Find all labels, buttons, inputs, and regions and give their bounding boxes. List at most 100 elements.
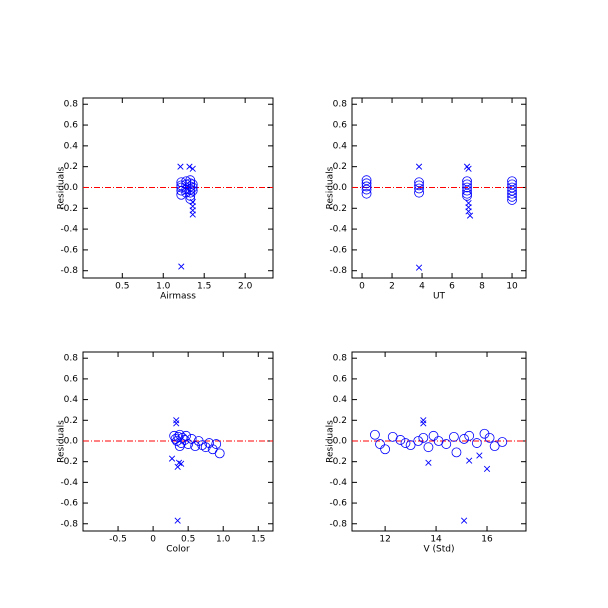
- point: [414, 187, 424, 198]
- point: [462, 182, 472, 193]
- point: [187, 182, 198, 193]
- plot-frame: [82, 351, 274, 532]
- y-tick-label: -0.2: [329, 457, 347, 467]
- point: [420, 420, 427, 427]
- y-tick-label: 0.4: [64, 395, 79, 405]
- point: [465, 165, 472, 172]
- y-axis-label: Residuals: [57, 420, 67, 463]
- point: [187, 185, 198, 196]
- point: [414, 183, 424, 194]
- point: [174, 441, 185, 452]
- point: [497, 437, 508, 447]
- point: [413, 436, 424, 446]
- x-tick-label: 1.0: [216, 535, 231, 545]
- point: [186, 163, 193, 170]
- x-axis-label: Color: [166, 545, 190, 555]
- y-tick-label: 0.8: [64, 100, 79, 110]
- point: [466, 212, 474, 219]
- y-tick-label: 0.8: [333, 100, 348, 110]
- point: [420, 417, 427, 424]
- point: [507, 188, 517, 199]
- point: [414, 180, 424, 191]
- x-axis-label: Airmass: [160, 292, 196, 302]
- point: [361, 184, 372, 195]
- x-tick-label: 6: [449, 282, 455, 292]
- point: [375, 439, 385, 449]
- y-tick-label: -0.8: [60, 266, 78, 276]
- y-tick-label: 0.2: [64, 162, 78, 172]
- point: [380, 444, 391, 455]
- point: [395, 435, 406, 445]
- point: [460, 517, 468, 524]
- point: [441, 439, 452, 449]
- x-axis-label: UT: [433, 292, 446, 302]
- point: [174, 429, 185, 440]
- point: [361, 188, 372, 199]
- x-tick-label: 2: [389, 282, 395, 292]
- y-tick-label: -0.4: [60, 225, 78, 235]
- y-tick-label: 0.0: [64, 436, 79, 446]
- point: [415, 264, 423, 271]
- y-axis-label: Residuals: [326, 420, 336, 463]
- x-tick-label: 16: [481, 535, 493, 545]
- point: [507, 191, 517, 202]
- point: [400, 438, 411, 448]
- point: [471, 438, 482, 448]
- point: [483, 465, 491, 473]
- point: [178, 460, 185, 467]
- point: [418, 432, 429, 443]
- point: [175, 459, 183, 466]
- y-tick-label: -0.4: [329, 225, 347, 235]
- point: [204, 438, 215, 448]
- point: [476, 452, 483, 459]
- y-tick-label: -0.2: [60, 457, 78, 467]
- y-tick-label: -0.6: [329, 245, 347, 255]
- y-tick-label: 0.8: [333, 354, 348, 364]
- x-tick-label: 0: [359, 282, 365, 292]
- plot-frame: [351, 97, 527, 279]
- y-tick-label: -0.8: [60, 519, 78, 529]
- point: [187, 179, 198, 190]
- x-tick-label: 0.5: [115, 282, 129, 292]
- x-tick-label: -0.5: [109, 535, 127, 545]
- y-tick-label: 0.6: [333, 374, 348, 384]
- y-axis-label: Residuals: [57, 166, 67, 209]
- point: [462, 185, 472, 196]
- y-tick-label: -0.2: [329, 204, 347, 214]
- y-tick-label: 0.2: [64, 416, 78, 426]
- y-tick-label: -0.6: [60, 499, 78, 509]
- point: [190, 441, 201, 452]
- x-tick-label: 0: [150, 535, 156, 545]
- y-tick-label: 0.0: [333, 436, 348, 446]
- y-tick-label: 0.2: [333, 162, 347, 172]
- y-tick-label: 0.6: [333, 121, 348, 131]
- y-tick-label: -0.8: [329, 266, 347, 276]
- point: [466, 457, 473, 464]
- y-tick-label: 0.0: [64, 183, 79, 193]
- y-tick-label: -0.6: [60, 245, 78, 255]
- y-tick-label: -0.8: [329, 519, 347, 529]
- x-tick-label: 12: [379, 535, 390, 545]
- x-tick-label: 1.5: [197, 282, 211, 292]
- point: [459, 434, 469, 444]
- y-tick-label: -0.6: [329, 499, 347, 509]
- x-tick-label: 0.5: [181, 535, 195, 545]
- point: [361, 178, 372, 189]
- x-tick-label: 2.0: [238, 282, 253, 292]
- point: [361, 181, 372, 192]
- point: [168, 455, 176, 462]
- point: [462, 188, 472, 199]
- point: [462, 190, 472, 201]
- point: [465, 208, 472, 215]
- point: [451, 447, 462, 458]
- point: [464, 430, 475, 441]
- y-axis-label: Residuals: [326, 166, 336, 209]
- point: [173, 417, 180, 424]
- plot-frame: [82, 97, 274, 279]
- x-tick-label: 1.5: [251, 535, 265, 545]
- y-tick-label: 0.4: [64, 141, 79, 151]
- point: [211, 439, 222, 449]
- point: [189, 165, 196, 172]
- x-tick-label: 8: [479, 282, 485, 292]
